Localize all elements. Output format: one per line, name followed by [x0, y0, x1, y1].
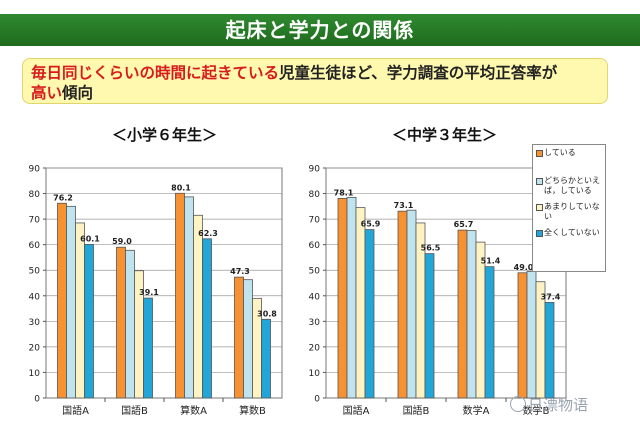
data-label: 59.0: [112, 237, 132, 246]
y-tick-label: 0: [34, 395, 40, 405]
bar: [57, 202, 67, 399]
bar: [202, 238, 212, 399]
x-tick-label: 算数A: [180, 404, 207, 417]
data-label: 60.1: [80, 234, 100, 243]
legend-item: している: [536, 148, 602, 158]
y-tick-label: 50: [309, 267, 321, 277]
note-text-1: 児童生徒ほど、学力調査の平均正答率が: [279, 64, 558, 82]
note-text-2: 傾向: [62, 84, 94, 102]
y-tick-label: 90: [309, 165, 321, 175]
x-tick-label: 算数B: [239, 404, 266, 417]
bar: [175, 192, 185, 399]
legend-swatch: [536, 204, 543, 211]
bar: [193, 214, 203, 399]
chart-junior-high: 0 10 20 30 40 50 60 70 80 90 78.1 65.9 国語A 73.1 56.5 国語…: [309, 165, 567, 417]
legend-label: あまりしていない: [544, 202, 600, 221]
bar: [143, 297, 153, 399]
legend-swatch: [536, 178, 543, 185]
wechat-icon: [510, 396, 526, 412]
bar: [544, 302, 555, 399]
data-label: 76.2: [53, 193, 73, 202]
bar: [184, 196, 194, 399]
data-label: 56.5: [421, 244, 441, 253]
data-label: 30.8: [257, 309, 277, 318]
data-label: 49.0: [514, 263, 534, 272]
y-tick-label: 0: [314, 395, 320, 405]
legend-item: あまりしていない: [536, 202, 602, 222]
legend: している どちらかといえば，している あまりしていない 全くしていない: [532, 144, 606, 272]
y-tick-label: 20: [29, 343, 41, 353]
bar: [125, 249, 135, 399]
data-label: 73.1: [394, 201, 414, 210]
y-tick-label: 20: [309, 343, 321, 353]
chart-2-subtitle: ＜中学３年生＞: [392, 126, 498, 144]
x-tick-label: 数学A: [463, 404, 490, 417]
x-tick-label: 国語B: [121, 404, 148, 417]
bar: [424, 253, 435, 399]
legend-item: どちらかといえば，している: [536, 176, 602, 196]
legend-label: どちらかといえば，している: [544, 176, 600, 195]
header-bar: [0, 14, 640, 46]
chart-elementary: 0 10 20 30 40 50 60 70 80 90 76.2 60.1 国語A 59.0 39.1 国語…: [29, 165, 283, 417]
legend-label: している: [544, 148, 576, 157]
bar: [526, 271, 537, 399]
bar: [406, 209, 417, 399]
y-tick-label: 40: [309, 292, 321, 302]
legend-swatch: [536, 230, 543, 237]
note-highlight-2: 高い: [31, 84, 63, 102]
bar: [517, 272, 528, 399]
watermark-text: 日漂物语: [528, 396, 589, 414]
bar: [243, 279, 253, 399]
x-tick-label: 国語A: [343, 404, 370, 417]
data-label: 65.9: [361, 220, 381, 229]
data-label: 80.1: [171, 183, 191, 192]
note-highlight-1: 毎日同じくらいの時間に起きている: [31, 64, 280, 82]
bar: [75, 222, 85, 399]
y-tick-label: 70: [29, 216, 41, 226]
summary-note: 毎日同じくらいの時間に起きている児童生徒ほど、学力調査の平均正答率が 高い傾向: [22, 58, 608, 104]
legend-label: 全くしていない: [544, 228, 600, 237]
bar: [484, 266, 495, 399]
y-tick-label: 10: [29, 369, 41, 379]
bar: [337, 198, 348, 399]
bar: [364, 229, 375, 399]
bar: [457, 229, 468, 399]
data-label: 51.4: [481, 257, 501, 266]
y-tick-label: 80: [309, 190, 321, 200]
bar: [234, 276, 244, 399]
legend-item: 全くしていない: [536, 228, 602, 238]
bar: [397, 210, 408, 399]
bar: [355, 207, 366, 399]
y-tick-label: 60: [29, 241, 41, 251]
x-tick-label: 国語A: [62, 404, 89, 417]
y-tick-label: 90: [29, 165, 41, 175]
bar: [261, 318, 271, 399]
y-tick-label: 80: [29, 190, 41, 200]
data-label: 78.1: [334, 188, 354, 197]
x-tick-label: 数学B: [523, 404, 550, 417]
chart-1-subtitle: ＜小学６年生＞: [112, 126, 218, 144]
data-label: 62.3: [198, 229, 218, 238]
bar: [346, 196, 357, 399]
legend-swatch: [536, 150, 543, 157]
data-label: 47.3: [230, 267, 250, 276]
x-tick-label: 国語B: [403, 404, 430, 417]
header-banner: 起床と学力との関係: [0, 0, 640, 54]
y-tick-label: 30: [29, 318, 41, 328]
data-label: 39.1: [139, 288, 159, 297]
data-label: 65.7: [454, 220, 474, 229]
bar: [84, 244, 94, 399]
y-tick-label: 30: [309, 318, 321, 328]
y-tick-label: 60: [309, 241, 321, 251]
data-label: 37.4: [541, 292, 561, 301]
bar: [66, 205, 76, 399]
bar: [466, 230, 477, 399]
y-tick-label: 40: [29, 292, 41, 302]
y-tick-label: 50: [29, 267, 41, 277]
bar: [116, 246, 126, 399]
y-tick-label: 10: [309, 369, 321, 379]
y-tick-label: 70: [309, 216, 321, 226]
page-title: 起床と学力との関係: [225, 18, 415, 42]
